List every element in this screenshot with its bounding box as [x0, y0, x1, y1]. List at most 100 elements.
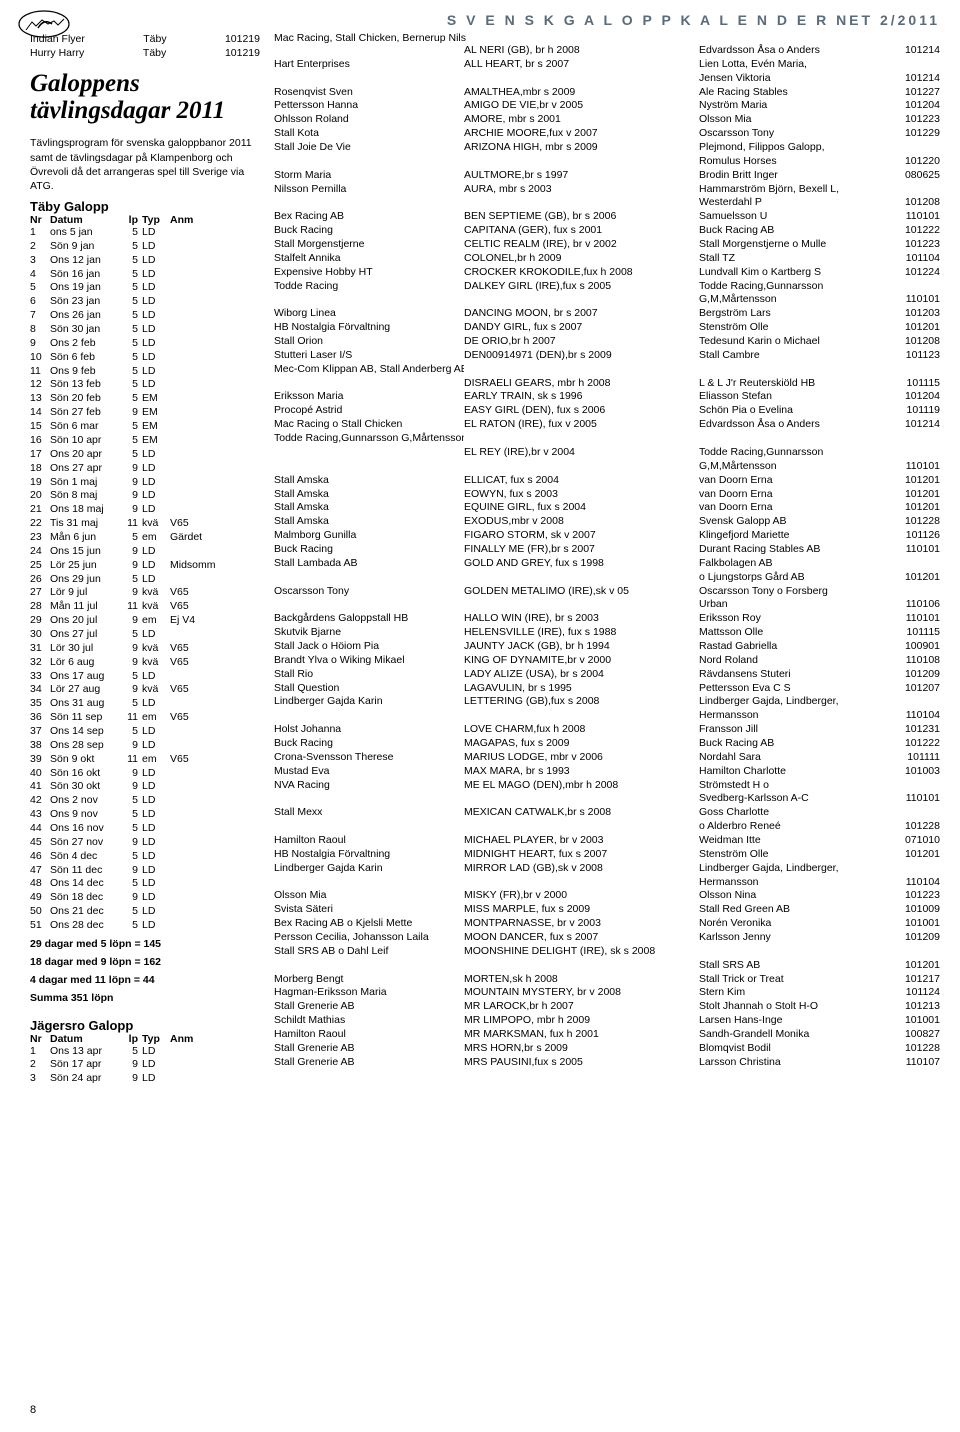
entry-trainer: Bergström Lars [699, 307, 890, 321]
sched-row: 50Ons 21 dec5LD [30, 905, 260, 919]
entry-row: Buck RacingCAPITANA (GER), fux s 2001Buc… [274, 224, 940, 238]
entry-code: 071010 [890, 834, 940, 848]
entry-code: 101124 [890, 986, 940, 1000]
entry-horse: MIDNIGHT HEART, fux s 2007 [464, 848, 699, 862]
entry-trainer: Eriksson Roy [699, 612, 890, 626]
entry-trainer: Ale Racing Stables [699, 86, 890, 100]
entry-row: Skutvik BjarneHELENSVILLE (IRE), fux s 1… [274, 626, 940, 640]
entry-row: Todde Racing,Gunnarsson G,Mårtensson K [274, 432, 940, 446]
intro-row: Hurry HarryTäby101219 [30, 46, 260, 60]
entry-horse: MAX MARA, br s 1993 [464, 765, 699, 779]
entry-code: 101001 [890, 1014, 940, 1028]
entry-trainer: Stall SRS AB [699, 959, 890, 973]
entry-horse [464, 363, 699, 377]
entry-owner: Buck Racing [274, 737, 464, 751]
entry-row: Wiborg LineaDANCING MOON, br s 2007Bergs… [274, 307, 940, 321]
entry-owner: Eriksson Maria [274, 390, 464, 404]
entry-trainer [699, 363, 890, 377]
entry-code: 101223 [890, 113, 940, 127]
entry-owner: Stall Grenerie AB [274, 1056, 464, 1070]
entry-horse: AMIGO DE VIE,br v 2005 [464, 99, 699, 113]
sched-row: 24Ons 15 jun9LD [30, 545, 260, 559]
entry-code: 110101 [890, 293, 940, 307]
entry-owner: Bex Racing AB o Kjelsli Mette [274, 917, 464, 931]
entry-code [890, 862, 940, 876]
sched-row: 36Sön 11 sep11emV65 [30, 711, 260, 725]
sched-row: 1Ons 13 apr5LD [30, 1045, 260, 1059]
entry-row: Oscarsson TonyGOLDEN METALIMO (IRE),sk v… [274, 585, 940, 599]
entry-code: 110107 [890, 1056, 940, 1070]
entry-code: 101228 [890, 1042, 940, 1056]
entry-trainer: Stall Cambre [699, 349, 890, 363]
entry-trainer: Romulus Horses [699, 155, 890, 169]
entry-horse: MR LIMPOPO, mbr h 2009 [464, 1014, 699, 1028]
entry-trainer: Lindberger Gajda, Lindberger, [699, 695, 890, 709]
sched-row: 51Ons 28 dec5LD [30, 919, 260, 933]
entry-code [890, 806, 940, 820]
entry-trainer: van Doorn Erna [699, 501, 890, 515]
summary-line: 18 dagar med 9 löpn = 162 [30, 955, 260, 969]
entry-row: Hermansson110104 [274, 709, 940, 723]
entry-trainer: Eliasson Stefan [699, 390, 890, 404]
entry-row: Hart EnterprisesALL HEART, br s 2007Lien… [274, 58, 940, 72]
entry-horse: DANCING MOON, br s 2007 [464, 307, 699, 321]
entry-row: Stall KotaARCHIE MOORE,fux v 2007Oscarss… [274, 127, 940, 141]
entry-owner: Rosenqvist Sven [274, 86, 464, 100]
entry-row: Crona-Svensson ThereseMARIUS LODGE, mbr … [274, 751, 940, 765]
entry-horse: EL RATON (IRE), fux v 2005 [464, 418, 699, 432]
entry-code [890, 280, 940, 294]
entry-owner: NVA Racing [274, 779, 464, 793]
sched-row: 30Ons 27 jul5LD [30, 628, 260, 642]
sched-row: 37Ons 14 sep5LD [30, 725, 260, 739]
sched-row: 5Ons 19 jan5LD [30, 281, 260, 295]
entry-horse: DEN00914971 (DEN),br s 2009 [464, 349, 699, 363]
col-typ: Typ [142, 214, 170, 226]
entry-trainer: Westerdahl P [699, 196, 890, 210]
entry-owner: Olsson Mia [274, 889, 464, 903]
entry-row: Stall AmskaEXODUS,mbr v 2008Svensk Galop… [274, 515, 940, 529]
entry-horse: MR LAROCK,br h 2007 [464, 1000, 699, 1014]
entry-row: Jensen Viktoria101214 [274, 72, 940, 86]
sched-row: 22Tis 31 maj11kväV65 [30, 517, 260, 531]
entry-code: 110104 [890, 709, 940, 723]
entry-horse: ARCHIE MOORE,fux v 2007 [464, 127, 699, 141]
entry-owner: Nilsson Pernilla [274, 183, 464, 197]
entry-horse: MR MARKSMAN, fux h 2001 [464, 1028, 699, 1042]
entry-code: 101104 [890, 252, 940, 266]
entry-owner: Mac Racing o Stall Chicken [274, 418, 464, 432]
entry-code: 110106 [890, 598, 940, 612]
entry-trainer: o Alderbro Reneé [699, 820, 890, 834]
entry-row: Storm MariaAULTMORE,br s 1997Brodin Brit… [274, 169, 940, 183]
entry-owner: Stall Amska [274, 501, 464, 515]
entry-horse: MARIUS LODGE, mbr v 2006 [464, 751, 699, 765]
entry-horse: LETTERING (GB),fux s 2008 [464, 695, 699, 709]
entry-row: Stall Lambada ABGOLD AND GREY, fux s 199… [274, 557, 940, 571]
sched-row: 12Sön 13 feb5LD [30, 378, 260, 392]
entry-code [890, 446, 940, 460]
entry-horse: MOUNTAIN MYSTERY, br v 2008 [464, 986, 699, 1000]
entry-code: 101223 [890, 238, 940, 252]
entry-code: 110101 [890, 460, 940, 474]
entry-horse [464, 571, 699, 585]
entry-owner: Hart Enterprises [274, 58, 464, 72]
entry-code: 101222 [890, 737, 940, 751]
entry-row: o Alderbro Reneé101228 [274, 820, 940, 834]
entry-code: 101209 [890, 931, 940, 945]
entry-trainer: Nord Roland [699, 654, 890, 668]
right-column: Mac Racing, Stall Chicken, Bernerup Nils… [274, 32, 940, 1086]
sched-row: 7Ons 26 jan5LD [30, 309, 260, 323]
entry-trainer: Durant Racing Stables AB [699, 543, 890, 557]
entry-trainer: Larsen Hans-Inge [699, 1014, 890, 1028]
entry-owner: Crona-Svensson Therese [274, 751, 464, 765]
entry-horse [464, 196, 699, 210]
col-anm: Anm [170, 214, 260, 226]
summary-line: Summa 351 löpn [30, 991, 260, 1005]
entry-code: 101204 [890, 390, 940, 404]
entry-row: Mustad EvaMAX MARA, br s 1993Hamilton Ch… [274, 765, 940, 779]
entry-owner: Holst Johanna [274, 723, 464, 737]
entry-row: Lindberger Gajda KarinLETTERING (GB),fux… [274, 695, 940, 709]
sched-row: 40Sön 16 okt9LD [30, 767, 260, 781]
entry-owner [274, 709, 464, 723]
entry-owner: Schildt Mathias [274, 1014, 464, 1028]
entry-row: Ohlsson RolandAMORE, mbr s 2001Olsson Mi… [274, 113, 940, 127]
